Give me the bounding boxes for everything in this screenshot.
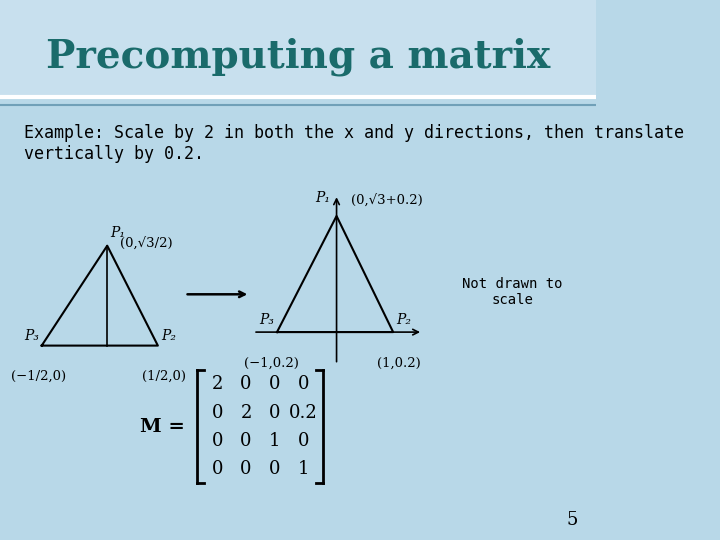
Text: P₁: P₁ [315,191,330,205]
Text: (0,√3/2): (0,√3/2) [120,237,173,249]
Text: Example: Scale by 2 in both the x and y directions, then translate
vertically by: Example: Scale by 2 in both the x and y … [24,124,684,163]
Text: 0.2: 0.2 [289,403,318,422]
Text: 0: 0 [212,403,223,422]
Text: 0: 0 [297,375,309,394]
Text: Precomputing a matrix: Precomputing a matrix [45,37,550,76]
Text: 2: 2 [240,403,252,422]
Text: (0,√3+0.2): (0,√3+0.2) [351,193,423,206]
Text: P₃: P₃ [259,313,274,327]
Text: 0: 0 [212,431,223,450]
Text: P₂: P₂ [161,329,176,343]
Text: (−1,0.2): (−1,0.2) [243,356,299,369]
Text: 1: 1 [297,460,309,478]
Text: P₂: P₂ [396,313,411,327]
Text: 0: 0 [269,375,280,394]
Text: (1,0.2): (1,0.2) [377,356,421,369]
FancyBboxPatch shape [0,0,595,97]
Text: 0: 0 [240,375,252,394]
Text: (−1/2,0): (−1/2,0) [11,370,66,383]
Text: 0: 0 [240,460,252,478]
Text: 0: 0 [269,460,280,478]
Text: M =: M = [140,417,184,436]
Text: Not drawn to
scale: Not drawn to scale [462,276,562,307]
Text: 0: 0 [269,403,280,422]
Text: (1/2,0): (1/2,0) [142,370,186,383]
Text: 5: 5 [567,511,578,529]
Text: P₃: P₃ [24,329,39,343]
Text: 1: 1 [269,431,280,450]
Text: 0: 0 [212,460,223,478]
Text: 0: 0 [297,431,309,450]
Text: 0: 0 [240,431,252,450]
Text: 2: 2 [212,375,223,394]
Text: P₁: P₁ [110,226,125,240]
